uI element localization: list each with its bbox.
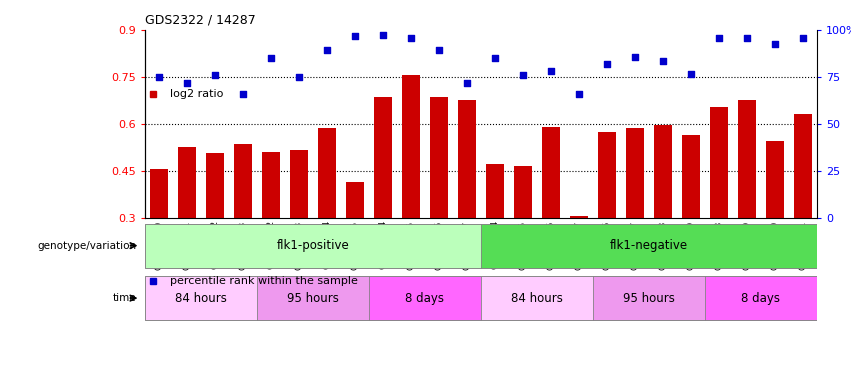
Point [684, 71, 698, 77]
Point [404, 35, 418, 41]
Bar [705, 276, 817, 320]
Bar [368, 276, 481, 320]
Point [488, 55, 501, 61]
Text: GDS2322 / 14287: GDS2322 / 14287 [145, 13, 255, 26]
Point [740, 35, 754, 41]
Text: flk1-positive: flk1-positive [277, 239, 349, 252]
Point [236, 91, 249, 97]
Point [712, 35, 726, 41]
Bar [481, 276, 593, 320]
Bar [145, 276, 257, 320]
Point [264, 55, 277, 61]
Point [600, 62, 614, 68]
Bar [570, 216, 588, 311]
Bar [682, 135, 700, 311]
Point [460, 80, 474, 86]
Point [572, 91, 585, 97]
Text: percentile rank within the sample: percentile rank within the sample [170, 276, 358, 286]
Bar [150, 169, 168, 311]
Bar [206, 153, 224, 311]
Point [151, 74, 165, 80]
Point [797, 35, 810, 41]
Text: time: time [112, 293, 136, 303]
Text: genotype/variation: genotype/variation [37, 241, 136, 250]
Text: flk1-negative: flk1-negative [610, 239, 688, 252]
Bar [710, 106, 728, 311]
Bar [346, 182, 364, 311]
Bar [481, 224, 817, 268]
Bar [317, 128, 336, 311]
Bar [794, 114, 812, 311]
Bar [430, 97, 448, 311]
Point [768, 41, 782, 47]
Bar [514, 166, 532, 311]
Point [516, 72, 529, 78]
Bar [486, 164, 504, 311]
Bar [178, 147, 196, 311]
Bar [593, 276, 705, 320]
Bar [625, 128, 644, 311]
Point [208, 72, 221, 78]
Text: 8 days: 8 days [405, 292, 444, 304]
Bar [654, 125, 672, 311]
Point [544, 68, 557, 74]
Text: 84 hours: 84 hours [511, 292, 563, 304]
Bar [542, 127, 560, 311]
Text: 8 days: 8 days [741, 292, 780, 304]
Bar [261, 152, 280, 311]
Bar [257, 276, 368, 320]
Bar [597, 132, 616, 311]
Bar [145, 224, 481, 268]
Point [628, 54, 642, 60]
Point [180, 80, 193, 86]
Point [656, 58, 670, 64]
Bar [458, 100, 476, 311]
Bar [738, 100, 756, 311]
Bar [234, 144, 252, 311]
Text: 95 hours: 95 hours [623, 292, 675, 304]
Point [432, 47, 446, 53]
Bar [766, 141, 784, 311]
Point [376, 32, 390, 38]
Text: log2 ratio: log2 ratio [170, 89, 224, 99]
Point [292, 74, 306, 80]
Text: 84 hours: 84 hours [174, 292, 226, 304]
Bar [374, 97, 391, 311]
Point [348, 33, 362, 39]
Text: 95 hours: 95 hours [287, 292, 339, 304]
Bar [289, 150, 308, 311]
Bar [402, 75, 420, 311]
Point [320, 47, 334, 53]
